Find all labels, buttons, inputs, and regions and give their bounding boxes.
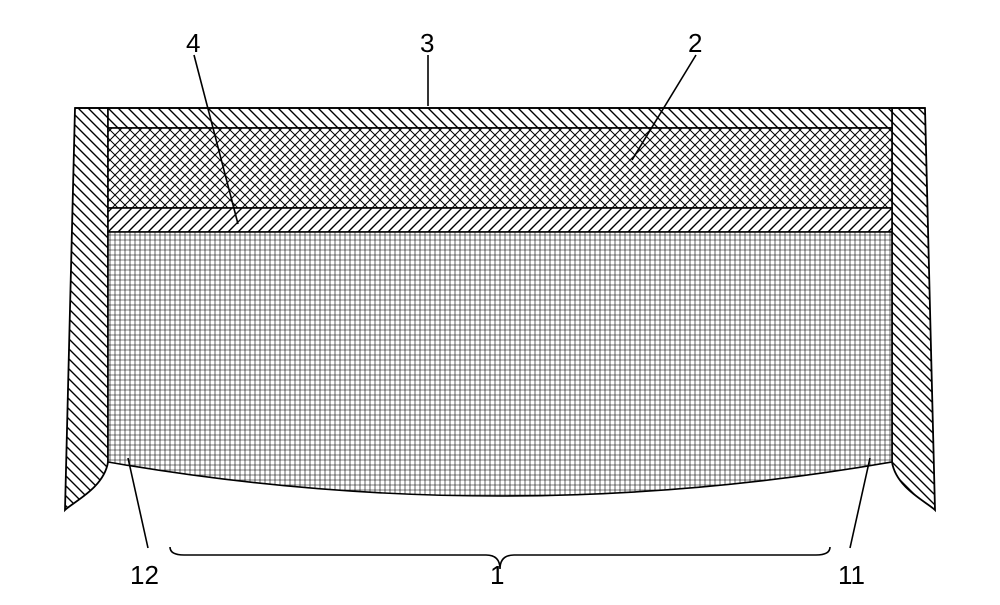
- layer-4: [108, 208, 892, 232]
- callout-2: 2: [688, 28, 702, 59]
- leader-l12: [128, 458, 148, 548]
- wall-left: [65, 108, 108, 510]
- callout-11: 11: [838, 560, 865, 591]
- layer-3: [108, 108, 892, 128]
- layer-2: [108, 128, 892, 208]
- core-11: [108, 232, 892, 496]
- callout-4: 4: [186, 28, 200, 59]
- wall-right: [892, 108, 935, 510]
- callout-3: 3: [420, 28, 434, 59]
- callout-1: 1: [490, 560, 504, 591]
- technical-diagram: [0, 0, 1000, 605]
- callout-12: 12: [130, 560, 159, 591]
- leader-l11: [850, 458, 870, 548]
